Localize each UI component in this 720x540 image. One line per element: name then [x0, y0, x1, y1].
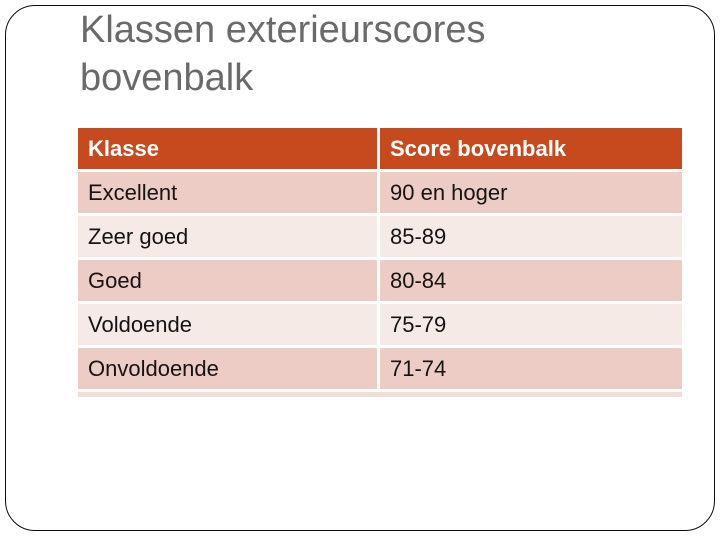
- table-cell-klasse: Onvoldoende: [78, 348, 377, 389]
- table-header-cell-score-bovenbalk: Score bovenbalk: [380, 128, 682, 169]
- table-cell-score: 75-79: [380, 304, 682, 345]
- table-cell-score: 71-74: [380, 348, 682, 389]
- table-reflection: [78, 392, 682, 397]
- table-cell-klasse: Goed: [78, 260, 377, 301]
- table-cell-score: 85-89: [380, 216, 682, 257]
- table-row: Excellent 90 en hoger: [78, 172, 682, 213]
- table-cell-score: 80-84: [380, 260, 682, 301]
- table-row: Voldoende 75-79: [78, 304, 682, 345]
- table-header-row: Klasse Score bovenbalk: [78, 128, 682, 169]
- table-cell-klasse: Excellent: [78, 172, 377, 213]
- table-cell-klasse: Voldoende: [78, 304, 377, 345]
- table-header-cell-klasse: Klasse: [78, 128, 377, 169]
- table-cell-klasse: Zeer goed: [78, 216, 377, 257]
- table-row: Onvoldoende 71-74: [78, 348, 682, 389]
- slide-title: Klassen exterieurscores bovenbalk: [80, 9, 486, 99]
- table-cell-score: 90 en hoger: [380, 172, 682, 213]
- table-row: Zeer goed 85-89: [78, 216, 682, 257]
- table-row: Goed 80-84: [78, 260, 682, 301]
- score-table: Klasse Score bovenbalk Excellent 90 en h…: [78, 128, 682, 397]
